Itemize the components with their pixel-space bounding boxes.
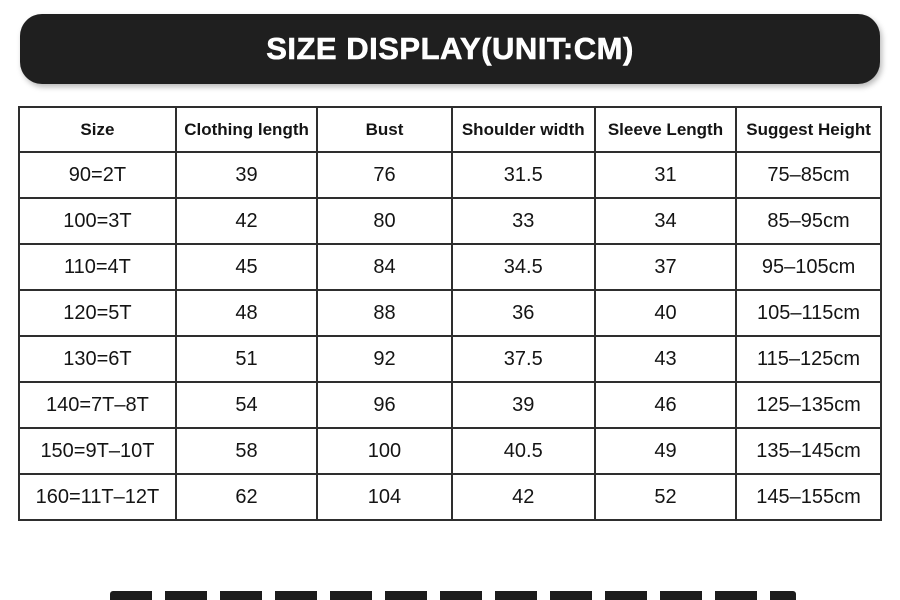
table-row: 90=2T 39 76 31.5 31 75–85cm: [18, 151, 882, 199]
column-header: Suggest Height: [735, 106, 882, 153]
table-cell: 40: [593, 289, 738, 337]
table-cell: 96: [316, 381, 453, 429]
table-row: 140=7T–8T 54 96 39 46 125–135cm: [18, 381, 882, 429]
table-cell: 42: [450, 473, 596, 521]
column-header: Shoulder width: [450, 106, 596, 153]
table-header: Size Clothing length Bust Shoulder width Sle…: [18, 106, 882, 153]
table-cell: 37: [593, 243, 738, 291]
table-cell: 42: [174, 197, 319, 245]
table-cell: 31: [593, 151, 738, 199]
table-cell: 54: [174, 381, 319, 429]
table-row: 130=6T 51 92 37.5 43 115–125cm: [18, 335, 882, 383]
table-row: 120=5T 48 88 36 40 105–115cm: [18, 289, 882, 337]
size-chart-table: Size Clothing length Bust Shoulder width Sle…: [18, 106, 882, 521]
table-cell: 37.5: [450, 335, 596, 383]
table-cell: 34: [593, 197, 738, 245]
table-cell: 39: [174, 151, 319, 199]
table-cell: 115–125cm: [735, 335, 882, 383]
table-row: 100=3T 42 80 33 34 85–95cm: [18, 197, 882, 245]
size-cell: 120=5T: [18, 289, 177, 337]
size-cell: 150=9T–10T: [18, 427, 177, 475]
table-cell: 48: [174, 289, 319, 337]
table-cell: 85–95cm: [735, 197, 882, 245]
table-cell: 104: [316, 473, 453, 521]
table-cell: 95–105cm: [735, 243, 882, 291]
table-cell: 92: [316, 335, 453, 383]
table-body: 90=2T 39 76 31.5 31 75–85cm 100=3T 42 80 33 34 85–9…: [18, 151, 882, 521]
table-row: 150=9T–10T 58 100 40.5 49 135–145cm: [18, 427, 882, 475]
table-cell: 40.5: [450, 427, 596, 475]
bottom-cutoff-decoration: [110, 591, 796, 600]
size-cell: 90=2T: [18, 151, 177, 199]
table-cell: 34.5: [450, 243, 596, 291]
table-cell: 105–115cm: [735, 289, 882, 337]
table-cell: 125–135cm: [735, 381, 882, 429]
table-cell: 45: [174, 243, 319, 291]
size-cell: 100=3T: [18, 197, 177, 245]
table-cell: 49: [593, 427, 738, 475]
table-cell: 33: [450, 197, 596, 245]
table-cell: 36: [450, 289, 596, 337]
table-row: 160=11T–12T 62 104 42 52 145–155cm: [18, 473, 882, 521]
table-cell: 80: [316, 197, 453, 245]
table-cell: 46: [593, 381, 738, 429]
table-cell: 75–85cm: [735, 151, 882, 199]
size-cell: 110=4T: [18, 243, 177, 291]
title-banner: SIZE DISPLAY(UNIT:CM): [20, 14, 880, 84]
table-cell: 52: [593, 473, 738, 521]
size-cell: 130=6T: [18, 335, 177, 383]
table-cell: 100: [316, 427, 453, 475]
table-cell: 84: [316, 243, 453, 291]
size-cell: 160=11T–12T: [18, 473, 177, 521]
page-title: SIZE DISPLAY(UNIT:CM): [266, 31, 634, 67]
table-cell: 145–155cm: [735, 473, 882, 521]
table-cell: 62: [174, 473, 319, 521]
table-cell: 58: [174, 427, 319, 475]
table-cell: 135–145cm: [735, 427, 882, 475]
table-cell: 51: [174, 335, 319, 383]
column-header: Sleeve Length: [593, 106, 738, 153]
size-cell: 140=7T–8T: [18, 381, 177, 429]
table-cell: 39: [450, 381, 596, 429]
table-cell: 31.5: [450, 151, 596, 199]
table-cell: 88: [316, 289, 453, 337]
table-row: 110=4T 45 84 34.5 37 95–105cm: [18, 243, 882, 291]
column-header: Size: [18, 106, 177, 153]
table-cell: 43: [593, 335, 738, 383]
column-header: Clothing length: [174, 106, 319, 153]
header-row: Size Clothing length Bust Shoulder width Sle…: [18, 106, 882, 153]
column-header: Bust: [316, 106, 453, 153]
table-cell: 76: [316, 151, 453, 199]
